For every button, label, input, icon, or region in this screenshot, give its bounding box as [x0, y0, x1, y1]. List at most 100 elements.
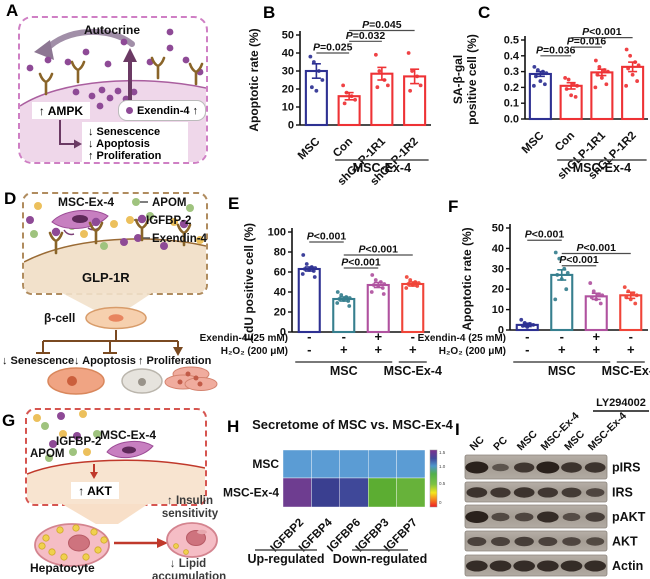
beta-cell-art — [36, 293, 218, 395]
panel-f: F 0 10 20 30 40 50 Apoptotic rate (%) P<0.001 P<… — [418, 185, 650, 400]
panel-g-label: G — [2, 411, 16, 430]
panel-h-label: H — [227, 417, 240, 436]
svg-text:0.5: 0.5 — [504, 35, 519, 47]
legend-dot-icons — [126, 198, 150, 242]
legend-exendin4: Exendin-4 — [152, 233, 207, 245]
glp1r-receptor-icons — [48, 218, 192, 255]
svg-text:PC: PC — [491, 434, 510, 453]
svg-text:MSC-Ex-4: MSC-Ex-4 — [384, 364, 442, 378]
svg-text:-: - — [342, 329, 346, 344]
svg-text:P=0.045: P=0.045 — [362, 19, 402, 31]
svg-text:20: 20 — [492, 284, 504, 296]
svg-text:EdU positive cell (%): EdU positive cell (%) — [242, 223, 256, 341]
legend-igfbp2: IGFBP-2 — [146, 215, 192, 227]
svg-text:60: 60 — [274, 267, 286, 279]
svg-text:+: + — [340, 342, 348, 357]
svg-text:Con: Con — [331, 136, 355, 160]
lipid-line2: accumulation — [152, 571, 227, 579]
svg-text:Actin: Actin — [612, 559, 643, 573]
svg-text:MSC-Ex-4: MSC-Ex-4 — [353, 161, 411, 175]
legend-apom: APOM — [152, 197, 187, 209]
msc-ex4-secretion-box — [22, 192, 208, 295]
autocrine-diagram-box: Autocrine ↑ AMPK Exendin-4 ↑ ↓ Senescenc… — [18, 16, 208, 164]
svg-text:pIRS: pIRS — [612, 461, 640, 475]
svg-text:50: 50 — [492, 223, 504, 235]
beta-cell-label: β-cell — [44, 311, 76, 325]
svg-text:MSC-Ex-4: MSC-Ex-4 — [573, 161, 631, 175]
svg-text:IRS: IRS — [612, 486, 633, 500]
svg-text:P<0.001: P<0.001 — [359, 244, 399, 256]
svg-text:1.5: 1.5 — [439, 450, 446, 455]
svg-text:MSC-Ex-4: MSC-Ex-4 — [602, 364, 650, 378]
svg-text:P<0.001: P<0.001 — [577, 242, 617, 254]
svg-text:MSC: MSC — [515, 428, 540, 453]
secretome-heatmap: MSCMSC-Ex-4IGFBP2IGFBP4IGFBP6IGFBP3IGFBP… — [223, 449, 446, 566]
svg-text:+: + — [374, 342, 382, 357]
effect-senescence: ↓ Senescence — [88, 126, 161, 138]
msc-ex4-secretion-art — [24, 198, 206, 293]
svg-text:+: + — [627, 342, 635, 357]
svg-text:P=0.025: P=0.025 — [313, 42, 353, 54]
svg-text:-: - — [525, 342, 529, 357]
svg-text:0.1: 0.1 — [504, 98, 519, 110]
receptor-icons — [38, 56, 204, 96]
effect-branch-lines — [36, 330, 179, 354]
svg-text:MSC: MSC — [548, 364, 576, 378]
svg-text:40: 40 — [282, 48, 294, 60]
svg-text:P=0.032: P=0.032 — [346, 30, 386, 42]
panel-d-label: D — [4, 189, 17, 208]
panel-a: A — [0, 0, 215, 185]
svg-text:Up-regulated: Up-regulated — [247, 552, 324, 566]
svg-text:0: 0 — [288, 120, 294, 132]
svg-text:+: + — [558, 342, 566, 357]
svg-text:0.2: 0.2 — [504, 82, 519, 94]
svg-text:100: 100 — [268, 227, 286, 239]
svg-text:+: + — [592, 342, 600, 357]
svg-text:AKT: AKT — [612, 535, 638, 549]
msc-ex4-label: MSC-Ex-4 — [58, 195, 115, 209]
svg-text:0.3: 0.3 — [504, 66, 519, 78]
insulin-line1: ↑ Insulin — [167, 495, 213, 507]
panel-b: B 0 10 20 30 40 50 Apoptotic rate (%) P=0.025 P=… — [215, 0, 435, 188]
svg-text:+: + — [592, 329, 600, 344]
panel-d: D — [0, 185, 218, 400]
svg-text:-: - — [307, 329, 311, 344]
svg-text:-: - — [525, 329, 529, 344]
svg-text:LY294002: LY294002 — [596, 397, 646, 409]
hepatocyte-label: Hepatocyte — [30, 561, 95, 575]
svg-text:Down-regulated: Down-regulated — [333, 552, 427, 566]
svg-text:40: 40 — [274, 287, 286, 299]
exendin-dot-icon — [125, 107, 133, 114]
d-effect-apoptosis: ↓ Apoptosis — [74, 355, 136, 367]
svg-text:P<0.001: P<0.001 — [582, 26, 622, 38]
svg-text:MSC: MSC — [330, 364, 358, 378]
panel-h: H Secretome of MSC vs. MSC-Ex-4 MSC MSC-E… — [223, 400, 455, 579]
svg-text:P<0.001: P<0.001 — [525, 229, 565, 241]
svg-text:-: - — [411, 329, 415, 344]
svg-text:Exendin-4 (25 mM): Exendin-4 (25 mM) — [200, 333, 288, 344]
autocrine-label: Autocrine — [84, 23, 141, 37]
svg-text:80: 80 — [274, 247, 286, 259]
ampk-box: ↑ AMPK — [32, 102, 90, 119]
exendin-dots — [26, 28, 204, 110]
effects-box: ↓ Senescence ↓ Apoptosis ↑ Proliferation — [82, 122, 188, 162]
svg-text:P<0.001: P<0.001 — [341, 257, 381, 269]
heatmap-title: Secretome of MSC vs. MSC-Ex-4 — [252, 417, 453, 432]
svg-text:-: - — [560, 329, 564, 344]
svg-text:P<0.001: P<0.001 — [307, 231, 347, 243]
g-igfbp2-label: IGFBP-2 — [56, 436, 102, 448]
svg-text:Apoptotic rate (%): Apoptotic rate (%) — [247, 28, 261, 131]
ampk-effect-arrow-icon — [59, 120, 76, 145]
svg-text:H₂O₂ (200 μM): H₂O₂ (200 μM) — [221, 346, 288, 357]
svg-text:+: + — [409, 342, 417, 357]
lipid-droplet-icons — [38, 524, 108, 561]
d-effect-senescence: ↓ Senescence — [2, 355, 75, 367]
svg-text:10: 10 — [282, 102, 294, 114]
svg-text:Apoptotic rate (%): Apoptotic rate (%) — [460, 227, 474, 330]
svg-text:0.0: 0.0 — [504, 114, 519, 126]
svg-text:Con: Con — [553, 130, 577, 154]
insulin-sensitivity-label: ↑ Insulin sensitivity — [158, 495, 222, 521]
svg-text:10: 10 — [492, 304, 504, 316]
ampk-label: ↑ AMPK — [38, 103, 84, 118]
bar-chart-edu: 0 20 40 60 80 100 EdU positive cell (%) P<0.001… — [200, 223, 442, 378]
